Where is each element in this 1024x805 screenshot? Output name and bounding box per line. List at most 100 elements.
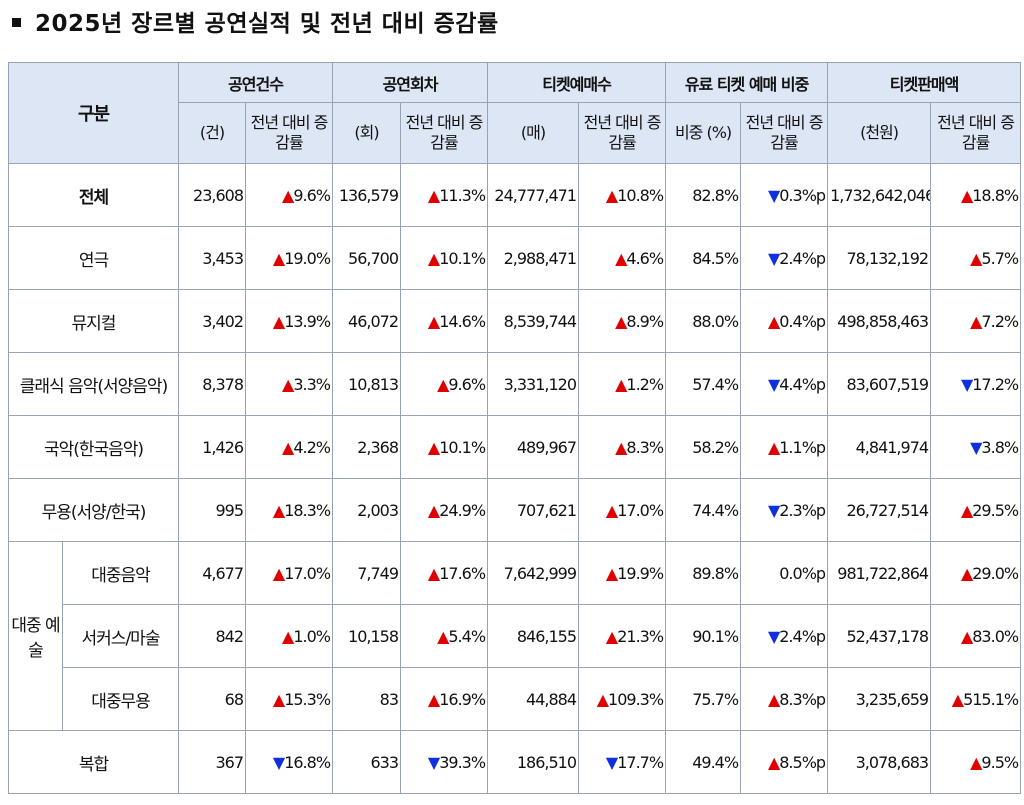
data-cell: ▲29.0%	[930, 541, 1022, 605]
data-cell: ▲4.2%	[244, 415, 334, 479]
data-cell: 68	[178, 667, 246, 731]
subheader: 전년 대비 증감률	[740, 102, 829, 164]
data-cell: 90.1%	[665, 604, 742, 668]
data-cell: ▼16.8%	[244, 730, 334, 794]
data-cell: ▼39.3%	[400, 730, 489, 794]
row-label: 국악(한국음악)	[8, 415, 179, 479]
data-cell: ▲16.9%	[400, 667, 489, 731]
data-cell: ▲14.6%	[400, 289, 489, 353]
data-cell: ▼2.4%p	[740, 226, 829, 290]
data-cell: ▲515.1%	[930, 667, 1022, 731]
data-cell: ▲0.4%p	[740, 289, 829, 353]
data-cell: ▲9.6%	[244, 163, 334, 227]
subheader: (천원)	[827, 102, 932, 164]
data-cell: 89.8%	[665, 541, 742, 605]
data-cell: ▲10.8%	[578, 163, 667, 227]
data-cell: 44,884	[487, 667, 580, 731]
data-row: 대중 예술 대중음악 4,677 ▲17.0% 7,749 ▲17.6% 7,642,999…	[8, 541, 1022, 731]
data-cell: ▲15.3%	[244, 667, 334, 731]
data-cell: 3,402	[178, 289, 246, 353]
data-cell: 633	[332, 730, 402, 794]
data-cell: 56,700	[332, 226, 402, 290]
data-cell: ▲17.6%	[400, 541, 489, 605]
data-cell: 4,677	[178, 541, 246, 605]
group-header: 공연건수	[177, 62, 334, 103]
row-label: 전체	[8, 163, 179, 227]
data-cell: ▲7.2%	[930, 289, 1022, 353]
data-cell: 2,368	[332, 415, 402, 479]
subheader: (회)	[332, 102, 402, 164]
data-cell: ▼0.3%p	[740, 163, 829, 227]
data-cell: 46,072	[332, 289, 402, 353]
title: 2025년 장르별 공연실적 및 전년 대비 증감률	[8, 4, 499, 38]
data-cell: 26,727,514	[827, 478, 932, 542]
data-cell: ▲10.1%	[400, 415, 489, 479]
data-cell: ▲1.2%	[578, 352, 667, 416]
data-row: 대중무용 68 ▲15.3% 83 ▲16.9% 44,884 ▲109.3% 75.7% ▲8…	[9, 667, 1022, 731]
group-header: 공연회차	[332, 62, 489, 103]
data-cell: ▲18.3%	[244, 478, 334, 542]
data-cell: ▲18.8%	[930, 163, 1022, 227]
subheader: (매)	[487, 102, 580, 164]
data-cell: 24,777,471	[487, 163, 580, 227]
data-cell: 707,621	[487, 478, 580, 542]
row-label: 연극	[8, 226, 179, 290]
row-label: 무용(서양/한국)	[8, 478, 179, 542]
row-label: 대중무용	[62, 667, 179, 731]
data-cell: ▼4.4%p	[740, 352, 829, 416]
data-cell: 498,858,463	[827, 289, 932, 353]
data-cell: ▲19.0%	[244, 226, 334, 290]
data-cell: 57.4%	[665, 352, 742, 416]
data-row: 전체 23,608 ▲9.6% 136,579 ▲11.3% 24,777,471 ▲10.…	[8, 163, 1022, 227]
data-cell: 78,132,192	[827, 226, 932, 290]
row-label: 클래식 음악(서양음악)	[8, 352, 179, 416]
subheader: 전년 대비 증감률	[578, 102, 667, 164]
data-cell: ▲8.5%p	[740, 730, 829, 794]
data-cell: 1,426	[178, 415, 246, 479]
data-cell: ▼3.8%	[930, 415, 1022, 479]
data-cell: 58.2%	[665, 415, 742, 479]
data-cell: 3,331,120	[487, 352, 580, 416]
group-header: 티켓예매수	[487, 62, 667, 103]
data-row: 국악(한국음악) 1,426 ▲4.2% 2,368 ▲10.1% 489,967 ▲8.3…	[8, 415, 1022, 479]
data-cell: 4,841,974	[827, 415, 932, 479]
data-cell: ▲83.0%	[930, 604, 1022, 668]
data-cell: ▼17.2%	[930, 352, 1022, 416]
data-cell: ▼2.4%p	[740, 604, 829, 668]
data-cell: 3,078,683	[827, 730, 932, 794]
row-label: 서커스/마술	[62, 604, 179, 668]
data-cell: 846,155	[487, 604, 580, 668]
subheader-row: (건) 전년 대비 증감률 (회) 전년 대비 증감률 (매) 전년 대비 증감률 비중 (…	[9, 102, 1022, 164]
data-row: 복합 367 ▼16.8% 633 ▼39.3% 186,510 ▼17.7% 49.4% ▲8…	[8, 730, 1022, 794]
data-cell: ▲109.3%	[578, 667, 667, 731]
data-cell: ▲11.3%	[400, 163, 489, 227]
data-cell: ▲1.0%	[244, 604, 334, 668]
subheader: (건)	[178, 102, 246, 164]
data-cell: 23,608	[178, 163, 246, 227]
data-cell: ▲29.5%	[930, 478, 1022, 542]
data-cell: ▲8.3%	[578, 415, 667, 479]
data-cell: 489,967	[487, 415, 580, 479]
group-header: 유료 티켓 예매 비중	[665, 62, 829, 103]
data-cell: 7,642,999	[487, 541, 580, 605]
data-cell: ▲24.9%	[400, 478, 489, 542]
row-label: 뮤지컬	[8, 289, 179, 353]
subheader: 전년 대비 증감률	[930, 102, 1022, 164]
data-cell: 981,722,864	[827, 541, 932, 605]
data-cell: ▲5.7%	[930, 226, 1022, 290]
data-cell: ▲1.1%p	[740, 415, 829, 479]
data-cell: 842	[178, 604, 246, 668]
data-cell: ▲8.9%	[578, 289, 667, 353]
data-cell: ▲8.3%p	[740, 667, 829, 731]
data-cell: ▲9.6%	[400, 352, 489, 416]
row-label: 복합	[8, 730, 179, 794]
data-row: 무용(서양/한국) 995 ▲18.3% 2,003 ▲24.9% 707,621 ▲17.…	[8, 478, 1022, 542]
data-cell: 3,453	[178, 226, 246, 290]
data-cell: ▲17.0%	[578, 478, 667, 542]
data-cell: ▲13.9%	[244, 289, 334, 353]
data-cell: 995	[178, 478, 246, 542]
data-cell: 367	[178, 730, 246, 794]
data-cell: 52,437,178	[827, 604, 932, 668]
data-row: 뮤지컬 3,402 ▲13.9% 46,072 ▲14.6% 8,539,744 ▲8.9%…	[8, 289, 1022, 353]
